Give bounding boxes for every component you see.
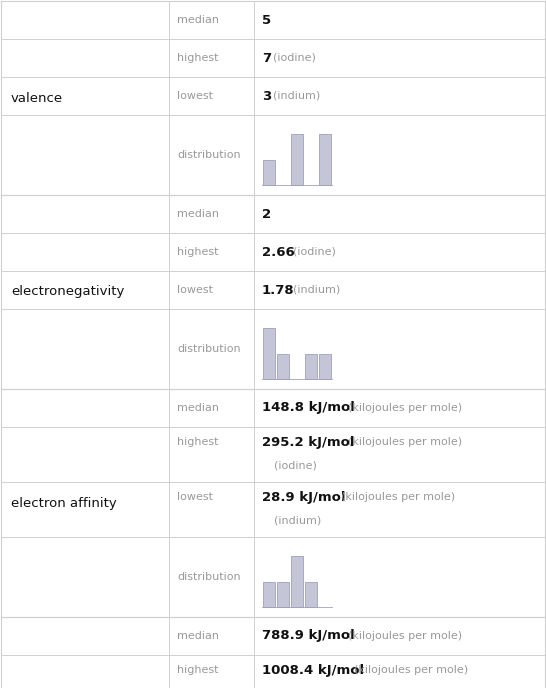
- Text: lowest: lowest: [177, 285, 213, 295]
- Text: (iodine): (iodine): [293, 247, 336, 257]
- Text: electron affinity: electron affinity: [11, 497, 117, 510]
- Text: (kilojoules per mole): (kilojoules per mole): [341, 493, 455, 502]
- Text: 148.8 kJ/mol: 148.8 kJ/mol: [262, 402, 355, 414]
- Text: median: median: [177, 631, 219, 641]
- Bar: [305, 581, 317, 607]
- Text: lowest: lowest: [177, 91, 213, 101]
- Text: (indium): (indium): [293, 285, 341, 295]
- Text: highest: highest: [177, 53, 218, 63]
- Text: (kilojoules per mole): (kilojoules per mole): [348, 403, 462, 413]
- Text: highest: highest: [177, 665, 218, 676]
- Text: 5: 5: [262, 14, 271, 27]
- Text: (kilojoules per mole): (kilojoules per mole): [348, 631, 462, 641]
- Text: 1.78: 1.78: [262, 283, 295, 297]
- Text: 7: 7: [262, 52, 271, 65]
- Bar: [277, 581, 289, 607]
- Text: median: median: [177, 15, 219, 25]
- Text: 788.9 kJ/mol: 788.9 kJ/mol: [262, 630, 355, 643]
- Bar: [319, 134, 331, 185]
- Text: electronegativity: electronegativity: [11, 286, 124, 299]
- Text: 2: 2: [262, 208, 271, 220]
- Bar: [263, 328, 275, 379]
- Text: highest: highest: [177, 438, 218, 447]
- Bar: [277, 354, 289, 379]
- Text: (kilojoules per mole): (kilojoules per mole): [348, 438, 462, 447]
- Text: 28.9 kJ/mol: 28.9 kJ/mol: [262, 491, 346, 504]
- Text: highest: highest: [177, 247, 218, 257]
- Text: lowest: lowest: [177, 493, 213, 502]
- Text: 2.66: 2.66: [262, 246, 295, 259]
- Text: (indium): (indium): [274, 515, 321, 526]
- Text: 1008.4 kJ/mol: 1008.4 kJ/mol: [262, 664, 364, 677]
- Bar: [263, 581, 275, 607]
- Text: distribution: distribution: [177, 572, 241, 582]
- Bar: [291, 134, 303, 185]
- Text: 3: 3: [262, 89, 271, 103]
- Text: median: median: [177, 403, 219, 413]
- Bar: [263, 160, 275, 185]
- Text: median: median: [177, 209, 219, 219]
- Text: distribution: distribution: [177, 344, 241, 354]
- Text: (kilojoules per mole): (kilojoules per mole): [354, 665, 468, 676]
- Bar: [319, 354, 331, 379]
- Text: (iodine): (iodine): [273, 53, 316, 63]
- Text: distribution: distribution: [177, 150, 241, 160]
- Text: (iodine): (iodine): [274, 460, 317, 471]
- Text: (indium): (indium): [273, 91, 320, 101]
- Bar: [291, 556, 303, 607]
- Text: valence: valence: [11, 92, 63, 105]
- Bar: [305, 354, 317, 379]
- Text: 295.2 kJ/mol: 295.2 kJ/mol: [262, 436, 354, 449]
